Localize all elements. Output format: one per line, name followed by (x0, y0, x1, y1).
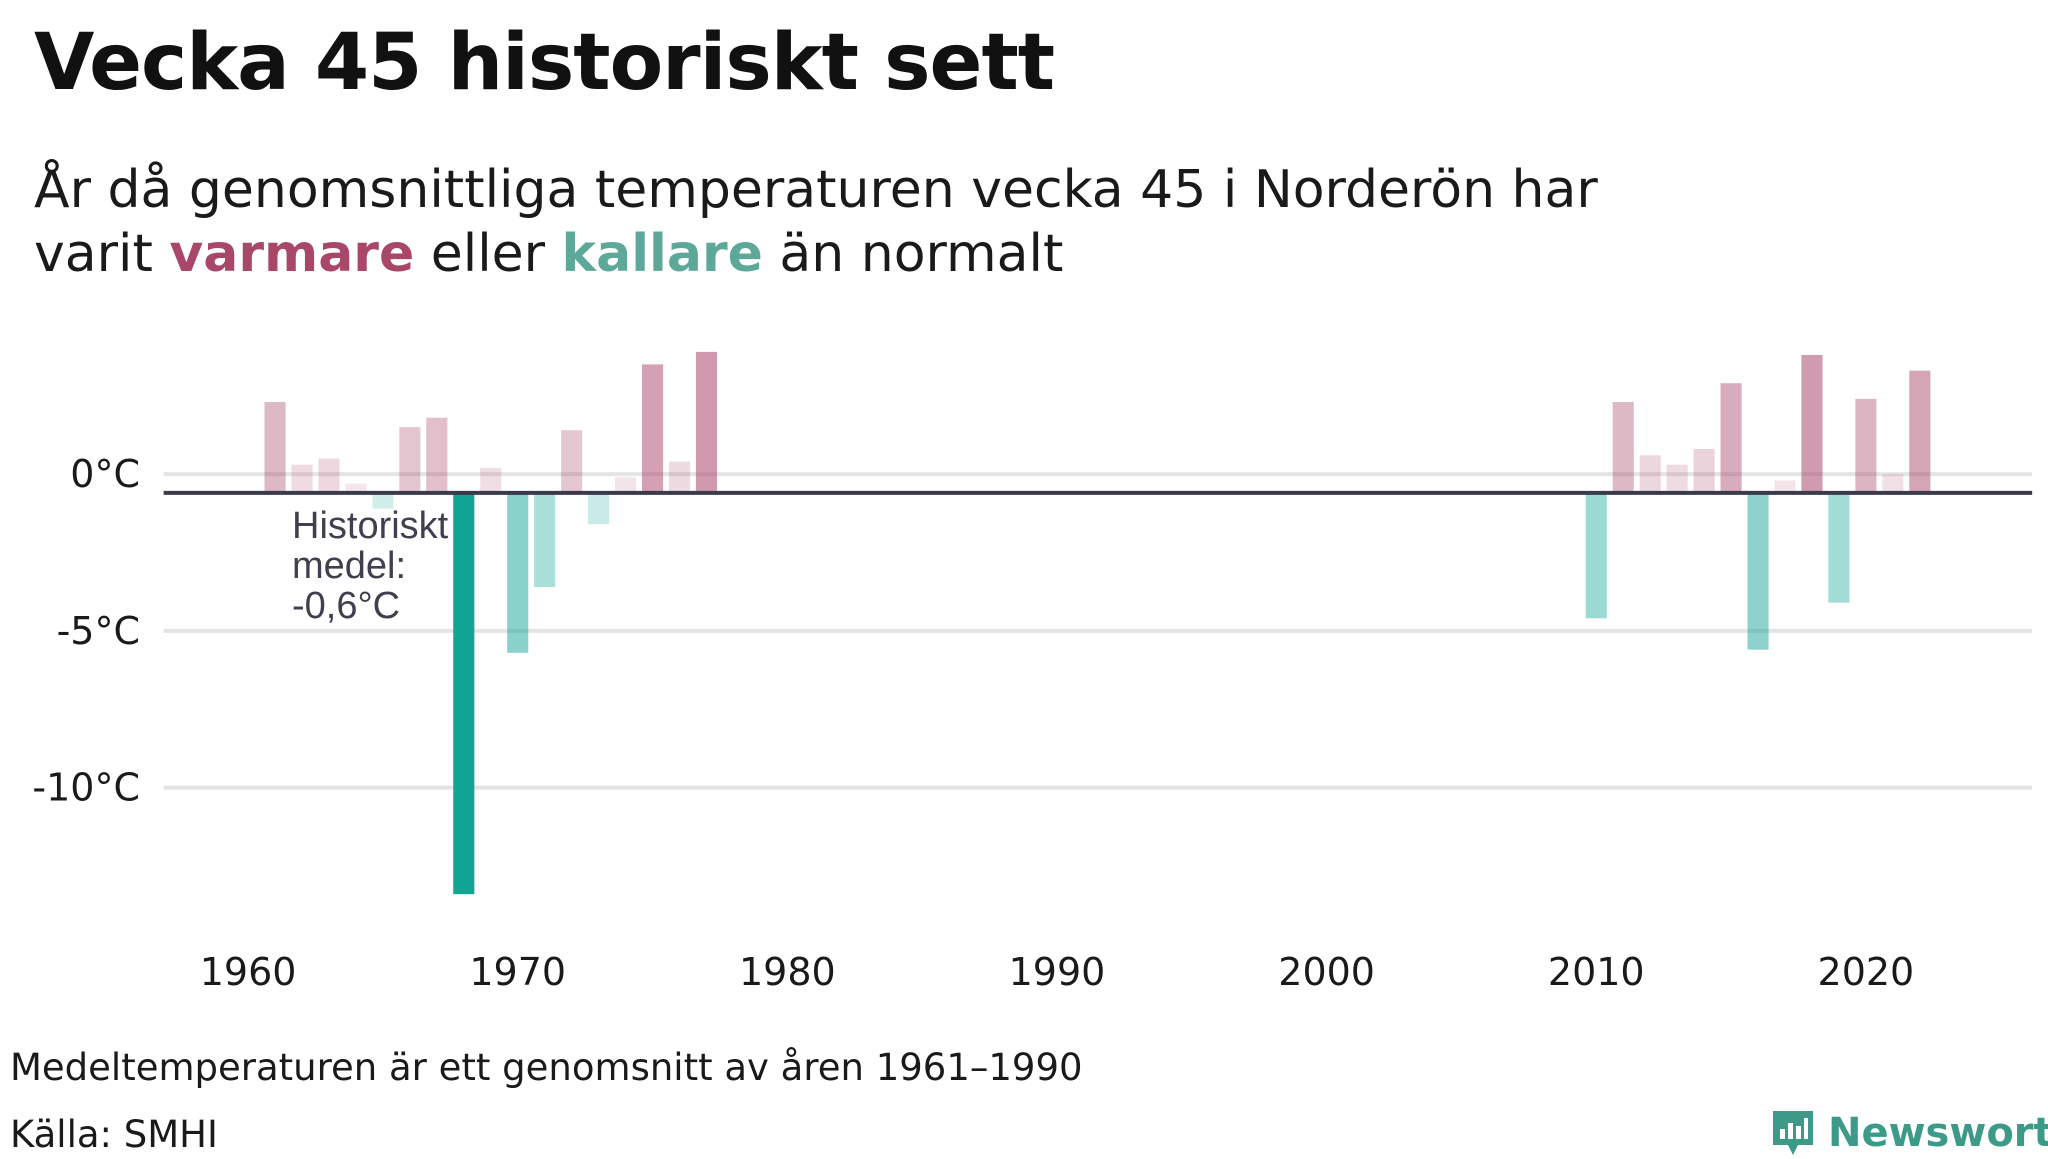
bar (641, 364, 664, 493)
x-tick-label: 1990 (1009, 950, 1106, 994)
x-tick-label: 1980 (739, 950, 836, 994)
x-tick-label: 1970 (469, 950, 566, 994)
bar (1747, 492, 1769, 650)
bar (1882, 474, 1904, 493)
bar (1585, 492, 1607, 619)
bar (588, 492, 610, 525)
bar (345, 483, 367, 493)
bar (264, 402, 286, 493)
subtitle-varit: varit (34, 224, 153, 284)
subtitle-end: än normalt (779, 224, 1064, 284)
bar (372, 492, 394, 509)
bar (1693, 449, 1715, 493)
y-tick-label: 0°C (70, 452, 140, 496)
bar (561, 430, 583, 493)
subtitle-line-2: varit varmare eller kallare än normalt (34, 222, 1598, 286)
subtitle-line-1: År då genomsnittliga temperaturen vecka … (34, 160, 1598, 220)
subtitle-colder-word: kallare (561, 224, 763, 284)
bar (668, 461, 691, 493)
bar (1855, 398, 1877, 493)
bar (507, 492, 529, 653)
x-tick-label: 1960 (200, 950, 297, 994)
bar (399, 427, 421, 493)
source-note: Källa: SMHI (10, 1113, 218, 1156)
mean-annotation-line: Historiskt (292, 505, 449, 547)
newsworthy-brand-name: Newsworthy (1828, 1110, 2048, 1156)
bar (1639, 455, 1661, 493)
bar (1909, 370, 1931, 493)
newsworthy-logo: Newsworthy (1770, 1107, 2048, 1159)
bar (1612, 402, 1634, 493)
bar (534, 492, 556, 587)
mean-annotation-line: -0,6°C (292, 585, 400, 627)
bar (453, 492, 475, 895)
y-tick-label: -5°C (57, 609, 140, 653)
bar (318, 458, 340, 493)
mean-annotation: Historiskt medel: -0,6°C (292, 505, 449, 627)
chart-title: Vecka 45 historiskt sett (34, 18, 1055, 108)
subtitle-eller: eller (430, 224, 546, 284)
bar (426, 417, 448, 493)
x-tick-label: 2020 (1818, 950, 1915, 994)
bar (291, 464, 313, 493)
bar (615, 477, 637, 493)
axes: 0°C -5°C -10°C 1960 1970 1980 1990 2000 2010 2020… (32, 452, 2033, 994)
subtitle-warmer-word: varmare (169, 224, 415, 284)
chart-subtitle: År då genomsnittliga temperaturen vecka … (34, 158, 1598, 286)
bar (1828, 492, 1850, 603)
footnote: Medeltemperaturen är ett genomsnitt av å… (10, 1046, 1083, 1089)
bars (264, 351, 1931, 895)
newsworthy-logo-icon (1773, 1111, 1813, 1155)
bar (1774, 480, 1796, 493)
bar (1720, 383, 1742, 493)
bar (1666, 464, 1688, 493)
x-tick-label: 2010 (1548, 950, 1645, 994)
y-tick-label: -10°C (32, 766, 140, 810)
x-tick-label: 2000 (1278, 950, 1375, 994)
bar (1801, 355, 1823, 493)
grid-lines (163, 472, 2033, 790)
bar (480, 467, 502, 493)
bar (695, 351, 718, 493)
mean-annotation-line: medel: (292, 545, 406, 587)
